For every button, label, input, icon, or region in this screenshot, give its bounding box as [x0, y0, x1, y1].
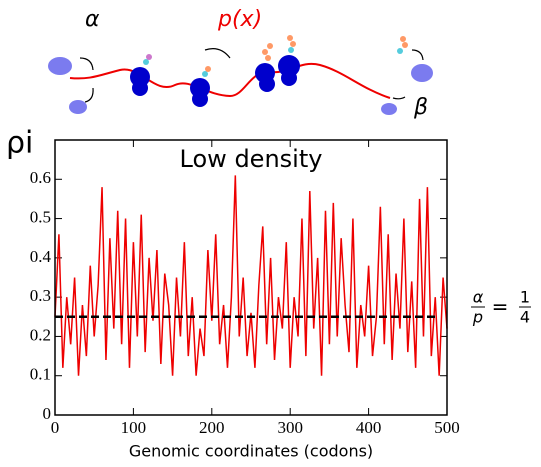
x-tick-label: 500	[434, 418, 460, 437]
x-tick-label: 0	[51, 418, 60, 437]
x-tick-label: 400	[356, 418, 382, 437]
ratio-label: α p = 1 4	[471, 288, 531, 327]
y-tick-label: 0.3	[30, 286, 51, 305]
y-tick-label: 0.1	[30, 365, 51, 384]
beta-label: β	[413, 95, 428, 120]
y-axis-label: ρi	[6, 126, 33, 161]
x-tick-label: 200	[199, 418, 225, 437]
y-tick-label: 0.4	[30, 247, 52, 266]
trna	[143, 35, 408, 77]
ratio-value-denominator: 4	[520, 308, 530, 327]
subunit	[411, 64, 433, 82]
y-tick-label: 0.5	[30, 207, 51, 226]
subunit	[69, 100, 87, 114]
data-line	[54, 175, 448, 376]
schematic: α p(x) β	[48, 7, 433, 120]
ribosomes	[130, 55, 300, 107]
x-axis-label: Genomic coordinates (codons)	[129, 442, 373, 461]
y-tick-label: 0.6	[30, 168, 51, 187]
subunit	[381, 103, 397, 115]
ratio-equals: =	[492, 295, 509, 319]
x-tick-label: 100	[121, 418, 147, 437]
x-tick-label: 300	[277, 418, 303, 437]
ratio-numerator: α	[473, 288, 484, 307]
alpha-label: α	[85, 7, 100, 32]
y-tick-label: 0	[43, 404, 52, 423]
plot-frame	[54, 139, 448, 416]
rate-label: p(x)	[217, 7, 262, 32]
mrna	[69, 62, 391, 99]
ratio-value-numerator: 1	[520, 288, 530, 307]
arrows	[79, 48, 424, 103]
subunit	[48, 57, 72, 75]
y-tick-label: 0.2	[30, 325, 51, 344]
ratio-denominator: p	[472, 308, 483, 327]
chart-title: Low density	[180, 145, 323, 173]
